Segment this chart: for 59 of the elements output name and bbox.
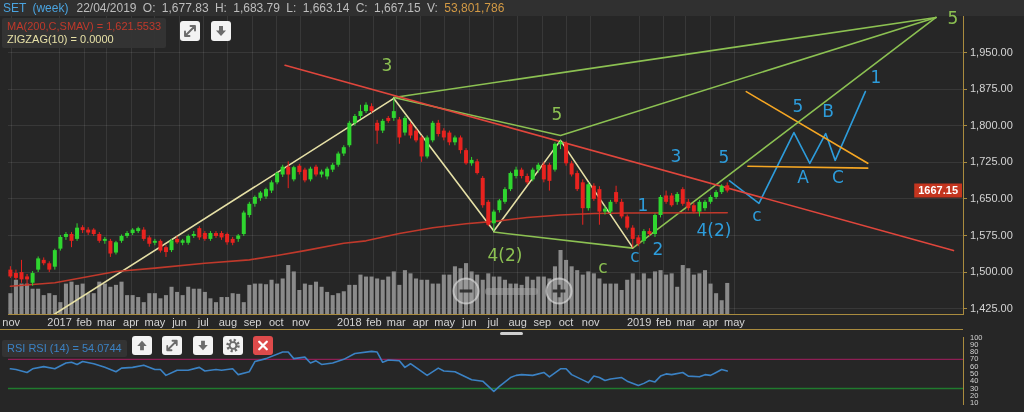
x-tick-label: nov: [2, 315, 21, 328]
annotation: 2: [652, 239, 664, 260]
annotation: B: [822, 101, 834, 122]
x-tick-label: 2017: [47, 315, 72, 328]
series-label: RSI RSI (14) = 54.0744: [7, 341, 122, 355]
x-tick-label: sep: [243, 315, 262, 328]
x-tick-label: aug: [218, 315, 238, 328]
y-tick-label: 1,425.00: [970, 301, 1013, 314]
annotation: 5: [792, 96, 804, 117]
annotation: c: [752, 205, 762, 226]
y-tick-label: 1,725.00: [970, 155, 1013, 168]
x-tick-label: oct: [558, 315, 574, 328]
x-tick-label: jun: [460, 315, 477, 328]
y-tick-label: 1,875.00: [970, 82, 1013, 95]
annotation: 1667.15: [918, 184, 958, 197]
x-tick-label: aug: [508, 315, 527, 328]
x-tick-label: sep: [533, 315, 552, 328]
annotation: c: [598, 257, 608, 278]
x-tick-label: oct: [268, 315, 284, 328]
annotation: 5: [718, 147, 730, 168]
annotation: 1: [637, 195, 649, 216]
annotation: 4(2): [487, 245, 523, 266]
annotation: 1: [870, 67, 882, 88]
x-tick-label: nov: [292, 315, 311, 328]
x-tick-label: 2019: [626, 315, 652, 328]
text: ZIGZAG(10) = 0.0000: [7, 33, 115, 46]
annotation: 4(2): [696, 220, 732, 241]
x-tick-label: feb: [76, 315, 92, 328]
y-tick-label: 1,500.00: [970, 265, 1013, 278]
x-tick-label: jul: [486, 315, 499, 328]
x-tick-label: mar: [386, 315, 406, 328]
x-tick-label: may: [144, 315, 166, 328]
x-tick-label: feb: [366, 315, 382, 328]
annotation: A: [797, 167, 810, 188]
text: MA(200,C,SMAV) = 1,621.5533: [7, 20, 162, 33]
x-tick-label: mar: [676, 315, 696, 328]
annotation: c: [630, 246, 640, 267]
x-tick-label: apr: [412, 315, 430, 328]
x-tick-label: jun: [171, 315, 187, 328]
annotation: C: [832, 167, 844, 188]
x-tick-label: nov: [581, 315, 601, 328]
chart-title: SET (week): [3, 1, 69, 15]
x-tick-label: mar: [96, 315, 117, 328]
x-tick-label: 2018: [337, 315, 362, 328]
y-tick-label: 1,800.00: [970, 118, 1013, 131]
x-tick-label: may: [434, 315, 456, 328]
annotation: 5: [551, 104, 563, 125]
x-tick-label: jul: [196, 315, 209, 328]
x-tick-label: may: [723, 315, 746, 328]
x-tick-label: feb: [656, 315, 672, 328]
y-tick-label: 1,950.00: [970, 45, 1013, 58]
annotation: 5: [947, 8, 959, 29]
y-tick-label: 1,575.00: [970, 228, 1013, 241]
x-tick-label: apr: [702, 315, 719, 328]
y-tick-label: 1,650.00: [970, 191, 1013, 204]
annotation: 3: [670, 146, 682, 167]
annotation: 3: [381, 55, 393, 76]
x-tick-label: apr: [123, 315, 140, 328]
chart-subtitle: 22/04/2019 O: 1,677.83 H: 1,683.79 L: 1,663.14 C: 1,667.15 V: 53,801,786: [76, 1, 505, 15]
